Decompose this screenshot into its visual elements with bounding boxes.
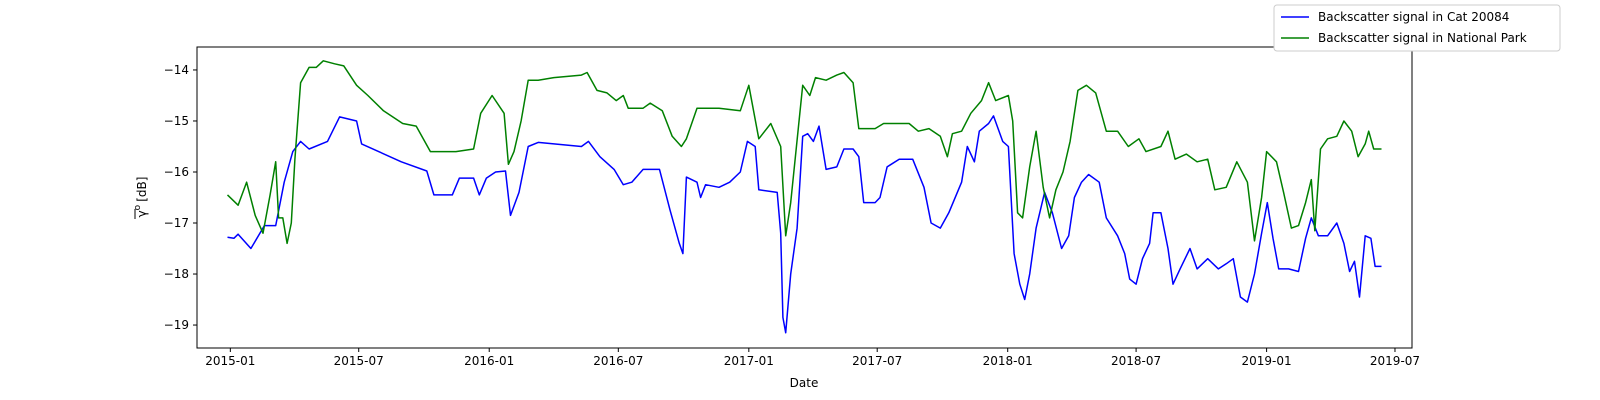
x-tick-label: 2018-01 bbox=[983, 354, 1033, 368]
y-tick-label: −19 bbox=[164, 318, 189, 332]
y-tick-label: −18 bbox=[164, 267, 189, 281]
legend-label-cat-20084: Backscatter signal in Cat 20084 bbox=[1318, 10, 1509, 24]
svg-text:γo[dB]: γo [dB] bbox=[133, 177, 149, 218]
x-tick-label: 2015-07 bbox=[334, 354, 384, 368]
y-axis: −19 −18 −17 −16 −15 −14 bbox=[164, 63, 197, 332]
y-tick-label: −16 bbox=[164, 165, 189, 179]
x-tick-label: 2018-07 bbox=[1111, 354, 1161, 368]
y-axis-label-superscript: o bbox=[133, 204, 143, 210]
x-tick-label: 2016-01 bbox=[464, 354, 514, 368]
x-tick-label: 2015-01 bbox=[205, 354, 255, 368]
y-axis-label-unit: [dB] bbox=[135, 177, 149, 202]
legend-box bbox=[1273, 4, 1561, 52]
y-tick-label: −15 bbox=[164, 114, 189, 128]
legend-label-national-park: Backscatter signal in National Park bbox=[1318, 31, 1527, 45]
legend: Backscatter signal in Cat 20084 Backscat… bbox=[1273, 4, 1561, 52]
series-line-cat-20084 bbox=[227, 115, 1382, 334]
x-axis-label: Date bbox=[790, 376, 819, 390]
plot-frame bbox=[196, 46, 1413, 349]
x-tick-label: 2016-07 bbox=[593, 354, 643, 368]
series-lines bbox=[226, 60, 1382, 334]
y-tick-label: −14 bbox=[164, 63, 189, 77]
x-tick-label: 2017-07 bbox=[852, 354, 902, 368]
x-tick-label: 2019-07 bbox=[1370, 354, 1420, 368]
x-axis: 2015-01 2015-07 2016-01 2016-07 2017-01 2017-… bbox=[205, 348, 1420, 368]
x-tick-label: 2019-01 bbox=[1242, 354, 1292, 368]
y-axis-label: γo [dB] bbox=[133, 177, 149, 219]
x-tick-label: 2017-01 bbox=[724, 354, 774, 368]
y-axis-label-symbol: γ bbox=[135, 210, 149, 217]
y-tick-label: −17 bbox=[164, 216, 189, 230]
series-line-national-park bbox=[226, 60, 1382, 245]
